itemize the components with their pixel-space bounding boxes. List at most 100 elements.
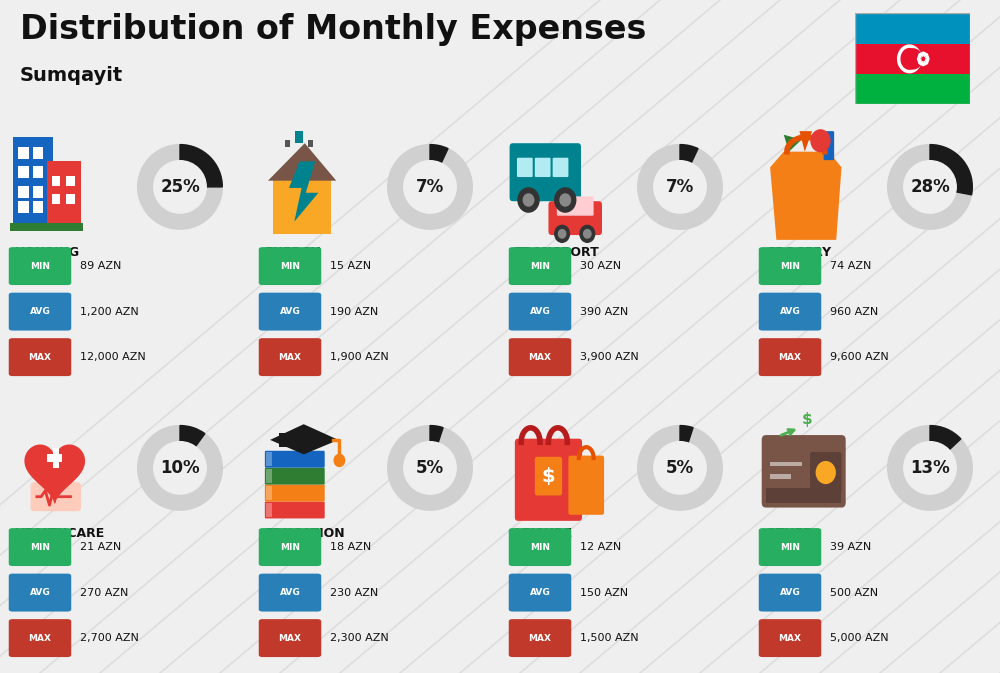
Circle shape bbox=[154, 161, 206, 213]
Polygon shape bbox=[925, 54, 929, 59]
Text: Sumqayit: Sumqayit bbox=[20, 66, 123, 85]
FancyBboxPatch shape bbox=[33, 201, 43, 213]
Text: 28%: 28% bbox=[910, 178, 950, 196]
Text: 5,000 AZN: 5,000 AZN bbox=[830, 633, 889, 643]
Text: MAX: MAX bbox=[528, 633, 552, 643]
Wedge shape bbox=[638, 145, 722, 229]
Wedge shape bbox=[638, 425, 722, 510]
FancyBboxPatch shape bbox=[295, 131, 303, 143]
Circle shape bbox=[334, 454, 345, 466]
Polygon shape bbox=[289, 162, 318, 221]
Text: 2,300 AZN: 2,300 AZN bbox=[330, 633, 389, 643]
Circle shape bbox=[904, 161, 956, 213]
Polygon shape bbox=[800, 131, 812, 151]
FancyBboxPatch shape bbox=[770, 462, 802, 466]
FancyBboxPatch shape bbox=[762, 435, 846, 507]
FancyBboxPatch shape bbox=[266, 469, 272, 483]
FancyBboxPatch shape bbox=[31, 482, 81, 511]
FancyBboxPatch shape bbox=[273, 180, 331, 234]
Text: 21 AZN: 21 AZN bbox=[80, 542, 121, 552]
Text: 10%: 10% bbox=[160, 459, 200, 477]
Circle shape bbox=[558, 229, 566, 238]
FancyBboxPatch shape bbox=[18, 147, 28, 159]
Circle shape bbox=[404, 441, 456, 494]
Text: AVG: AVG bbox=[780, 588, 800, 597]
Text: 7%: 7% bbox=[666, 178, 694, 196]
FancyBboxPatch shape bbox=[259, 293, 321, 330]
Text: $: $ bbox=[542, 466, 555, 486]
Circle shape bbox=[811, 130, 830, 151]
Text: AVG: AVG bbox=[30, 588, 50, 597]
Text: MIN: MIN bbox=[280, 542, 300, 552]
Text: AVG: AVG bbox=[780, 307, 800, 316]
Text: AVG: AVG bbox=[530, 588, 550, 597]
Text: Distribution of Monthly Expenses: Distribution of Monthly Expenses bbox=[20, 13, 646, 46]
Text: 7%: 7% bbox=[416, 178, 444, 196]
Text: AVG: AVG bbox=[280, 307, 300, 316]
FancyBboxPatch shape bbox=[553, 157, 568, 177]
Text: 190 AZN: 190 AZN bbox=[330, 307, 378, 316]
FancyBboxPatch shape bbox=[509, 247, 571, 285]
FancyBboxPatch shape bbox=[33, 166, 43, 178]
FancyBboxPatch shape bbox=[265, 501, 325, 518]
Text: MIN: MIN bbox=[530, 262, 550, 271]
Text: MIN: MIN bbox=[280, 262, 300, 271]
Wedge shape bbox=[430, 425, 443, 443]
FancyBboxPatch shape bbox=[759, 247, 821, 285]
FancyBboxPatch shape bbox=[53, 448, 59, 468]
FancyBboxPatch shape bbox=[47, 454, 62, 462]
FancyBboxPatch shape bbox=[509, 573, 571, 612]
FancyBboxPatch shape bbox=[266, 452, 272, 466]
FancyBboxPatch shape bbox=[509, 619, 571, 657]
FancyBboxPatch shape bbox=[265, 451, 325, 468]
Text: OTHER: OTHER bbox=[765, 528, 813, 540]
Text: 2,700 AZN: 2,700 AZN bbox=[80, 633, 139, 643]
FancyBboxPatch shape bbox=[66, 176, 75, 186]
FancyBboxPatch shape bbox=[33, 147, 43, 159]
FancyBboxPatch shape bbox=[259, 528, 321, 566]
Wedge shape bbox=[888, 425, 972, 510]
FancyBboxPatch shape bbox=[266, 503, 272, 518]
Circle shape bbox=[523, 194, 534, 206]
FancyBboxPatch shape bbox=[509, 293, 571, 330]
FancyBboxPatch shape bbox=[759, 619, 821, 657]
Circle shape bbox=[654, 161, 706, 213]
Circle shape bbox=[555, 225, 569, 242]
Text: 13%: 13% bbox=[910, 459, 950, 477]
FancyBboxPatch shape bbox=[510, 143, 581, 201]
FancyBboxPatch shape bbox=[10, 223, 83, 232]
Polygon shape bbox=[270, 424, 338, 454]
FancyBboxPatch shape bbox=[9, 528, 71, 566]
Text: $: $ bbox=[802, 412, 812, 427]
Polygon shape bbox=[923, 52, 927, 57]
Text: 230 AZN: 230 AZN bbox=[330, 588, 378, 598]
FancyBboxPatch shape bbox=[259, 573, 321, 612]
Circle shape bbox=[404, 161, 456, 213]
Text: 150 AZN: 150 AZN bbox=[580, 588, 628, 598]
FancyBboxPatch shape bbox=[9, 293, 71, 330]
FancyBboxPatch shape bbox=[259, 247, 321, 285]
Text: MIN: MIN bbox=[780, 262, 800, 271]
Text: 89 AZN: 89 AZN bbox=[80, 261, 121, 271]
Circle shape bbox=[560, 194, 570, 206]
Wedge shape bbox=[180, 425, 205, 447]
Text: HOUSING: HOUSING bbox=[15, 246, 80, 259]
FancyBboxPatch shape bbox=[855, 44, 970, 74]
Polygon shape bbox=[923, 61, 927, 66]
Wedge shape bbox=[680, 145, 698, 163]
FancyBboxPatch shape bbox=[568, 456, 604, 515]
FancyBboxPatch shape bbox=[33, 186, 43, 198]
FancyBboxPatch shape bbox=[265, 485, 325, 501]
Text: 39 AZN: 39 AZN bbox=[830, 542, 871, 552]
FancyBboxPatch shape bbox=[855, 13, 970, 44]
Text: 270 AZN: 270 AZN bbox=[80, 588, 128, 598]
FancyBboxPatch shape bbox=[18, 201, 28, 213]
FancyBboxPatch shape bbox=[535, 457, 562, 495]
Text: LEISURE: LEISURE bbox=[515, 528, 573, 540]
Text: AVG: AVG bbox=[280, 588, 300, 597]
FancyBboxPatch shape bbox=[285, 139, 290, 147]
Text: 960 AZN: 960 AZN bbox=[830, 307, 878, 316]
Text: MIN: MIN bbox=[30, 262, 50, 271]
FancyBboxPatch shape bbox=[509, 528, 571, 566]
FancyBboxPatch shape bbox=[759, 293, 821, 330]
